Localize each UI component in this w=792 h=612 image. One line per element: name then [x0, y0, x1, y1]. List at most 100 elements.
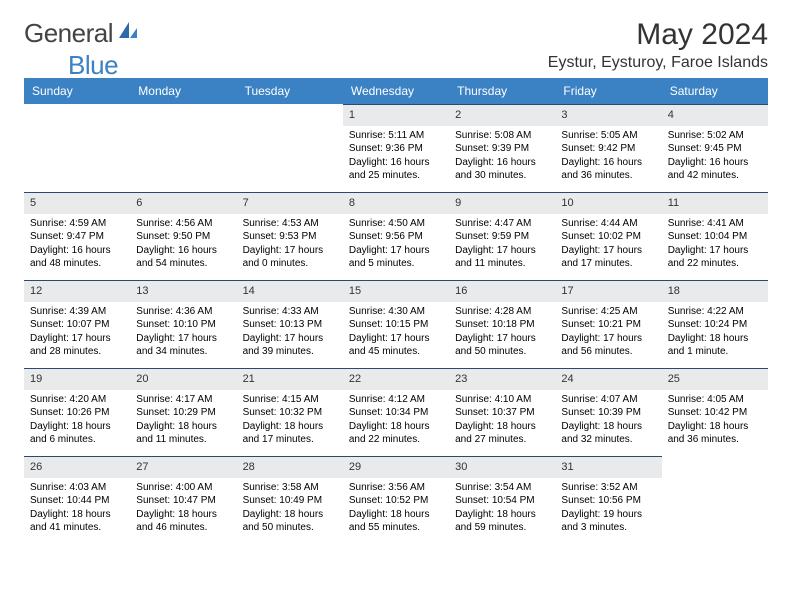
sunrise-line: Sunrise: 3:52 AM: [561, 481, 655, 495]
calendar-week-row: 12Sunrise: 4:39 AMSunset: 10:07 PMDaylig…: [24, 280, 768, 368]
day-body: Sunrise: 4:10 AMSunset: 10:37 PMDaylight…: [449, 390, 555, 451]
logo-text-blue: Blue: [68, 50, 118, 81]
day-body: Sunrise: 4:22 AMSunset: 10:24 PMDaylight…: [662, 302, 768, 363]
day-body: Sunrise: 3:54 AMSunset: 10:54 PMDaylight…: [449, 478, 555, 539]
day-number: 25: [662, 368, 768, 390]
month-title: May 2024: [548, 18, 768, 52]
weekday-header: Friday: [555, 78, 661, 104]
sunset-line: Sunset: 10:02 PM: [561, 230, 655, 244]
day-number: 16: [449, 280, 555, 302]
weekday-header: Wednesday: [343, 78, 449, 104]
daylight-line: Daylight: 17 hours and 11 minutes.: [455, 244, 549, 271]
calendar-empty-cell: [130, 104, 236, 192]
sunset-line: Sunset: 9:39 PM: [455, 142, 549, 156]
day-number: 9: [449, 192, 555, 214]
sunset-line: Sunset: 10:13 PM: [243, 318, 337, 332]
day-body: Sunrise: 5:11 AMSunset: 9:36 PMDaylight:…: [343, 126, 449, 187]
calendar-day-cell: 4Sunrise: 5:02 AMSunset: 9:45 PMDaylight…: [662, 104, 768, 192]
day-number: 30: [449, 456, 555, 478]
sunset-line: Sunset: 10:10 PM: [136, 318, 230, 332]
sunset-line: Sunset: 10:56 PM: [561, 494, 655, 508]
sunset-line: Sunset: 10:04 PM: [668, 230, 762, 244]
sunrise-line: Sunrise: 4:17 AM: [136, 393, 230, 407]
sunset-line: Sunset: 10:49 PM: [243, 494, 337, 508]
sunset-line: Sunset: 10:32 PM: [243, 406, 337, 420]
day-body: Sunrise: 4:36 AMSunset: 10:10 PMDaylight…: [130, 302, 236, 363]
day-number: 2: [449, 104, 555, 126]
day-body: Sunrise: 4:56 AMSunset: 9:50 PMDaylight:…: [130, 214, 236, 275]
sunrise-line: Sunrise: 4:20 AM: [30, 393, 124, 407]
calendar-head: SundayMondayTuesdayWednesdayThursdayFrid…: [24, 78, 768, 104]
calendar-day-cell: 16Sunrise: 4:28 AMSunset: 10:18 PMDaylig…: [449, 280, 555, 368]
day-body: Sunrise: 4:44 AMSunset: 10:02 PMDaylight…: [555, 214, 661, 275]
day-body: Sunrise: 4:15 AMSunset: 10:32 PMDaylight…: [237, 390, 343, 451]
calendar-day-cell: 5Sunrise: 4:59 AMSunset: 9:47 PMDaylight…: [24, 192, 130, 280]
sunrise-line: Sunrise: 4:36 AM: [136, 305, 230, 319]
calendar-day-cell: 17Sunrise: 4:25 AMSunset: 10:21 PMDaylig…: [555, 280, 661, 368]
day-number: 22: [343, 368, 449, 390]
calendar-day-cell: 29Sunrise: 3:56 AMSunset: 10:52 PMDaylig…: [343, 456, 449, 544]
day-number: 8: [343, 192, 449, 214]
day-number: 6: [130, 192, 236, 214]
calendar-day-cell: 19Sunrise: 4:20 AMSunset: 10:26 PMDaylig…: [24, 368, 130, 456]
day-body: Sunrise: 4:33 AMSunset: 10:13 PMDaylight…: [237, 302, 343, 363]
calendar-day-cell: 31Sunrise: 3:52 AMSunset: 10:56 PMDaylig…: [555, 456, 661, 544]
calendar-week-row: 1Sunrise: 5:11 AMSunset: 9:36 PMDaylight…: [24, 104, 768, 192]
day-number: 7: [237, 192, 343, 214]
weekday-header: Monday: [130, 78, 236, 104]
sunrise-line: Sunrise: 4:22 AM: [668, 305, 762, 319]
day-body: Sunrise: 4:12 AMSunset: 10:34 PMDaylight…: [343, 390, 449, 451]
day-body: Sunrise: 4:41 AMSunset: 10:04 PMDaylight…: [662, 214, 768, 275]
sunrise-line: Sunrise: 4:50 AM: [349, 217, 443, 231]
sunrise-line: Sunrise: 4:39 AM: [30, 305, 124, 319]
day-body: Sunrise: 5:05 AMSunset: 9:42 PMDaylight:…: [555, 126, 661, 187]
daylight-line: Daylight: 18 hours and 32 minutes.: [561, 420, 655, 447]
day-body: Sunrise: 4:59 AMSunset: 9:47 PMDaylight:…: [24, 214, 130, 275]
day-body: Sunrise: 3:56 AMSunset: 10:52 PMDaylight…: [343, 478, 449, 539]
daylight-line: Daylight: 18 hours and 22 minutes.: [349, 420, 443, 447]
logo-text-general: General: [24, 18, 113, 49]
sunrise-line: Sunrise: 4:28 AM: [455, 305, 549, 319]
calendar-day-cell: 22Sunrise: 4:12 AMSunset: 10:34 PMDaylig…: [343, 368, 449, 456]
calendar-day-cell: 26Sunrise: 4:03 AMSunset: 10:44 PMDaylig…: [24, 456, 130, 544]
day-number: 14: [237, 280, 343, 302]
calendar-day-cell: 2Sunrise: 5:08 AMSunset: 9:39 PMDaylight…: [449, 104, 555, 192]
calendar-week-row: 19Sunrise: 4:20 AMSunset: 10:26 PMDaylig…: [24, 368, 768, 456]
calendar-empty-cell: [24, 104, 130, 192]
day-number: 21: [237, 368, 343, 390]
sunrise-line: Sunrise: 4:03 AM: [30, 481, 124, 495]
calendar-day-cell: 11Sunrise: 4:41 AMSunset: 10:04 PMDaylig…: [662, 192, 768, 280]
calendar-day-cell: 14Sunrise: 4:33 AMSunset: 10:13 PMDaylig…: [237, 280, 343, 368]
sunrise-line: Sunrise: 4:12 AM: [349, 393, 443, 407]
sunset-line: Sunset: 9:45 PM: [668, 142, 762, 156]
daylight-line: Daylight: 18 hours and 6 minutes.: [30, 420, 124, 447]
sunset-line: Sunset: 9:56 PM: [349, 230, 443, 244]
day-number: 20: [130, 368, 236, 390]
sunset-line: Sunset: 10:47 PM: [136, 494, 230, 508]
sunrise-line: Sunrise: 5:08 AM: [455, 129, 549, 143]
sunrise-line: Sunrise: 4:25 AM: [561, 305, 655, 319]
daylight-line: Daylight: 18 hours and 11 minutes.: [136, 420, 230, 447]
daylight-line: Daylight: 17 hours and 28 minutes.: [30, 332, 124, 359]
day-number: 11: [662, 192, 768, 214]
sunset-line: Sunset: 9:36 PM: [349, 142, 443, 156]
calendar-day-cell: 7Sunrise: 4:53 AMSunset: 9:53 PMDaylight…: [237, 192, 343, 280]
day-number: 26: [24, 456, 130, 478]
daylight-line: Daylight: 18 hours and 50 minutes.: [243, 508, 337, 535]
day-number: 29: [343, 456, 449, 478]
sunrise-line: Sunrise: 4:00 AM: [136, 481, 230, 495]
title-block: May 2024 Eystur, Eysturoy, Faroe Islands: [548, 18, 768, 72]
calendar-day-cell: 10Sunrise: 4:44 AMSunset: 10:02 PMDaylig…: [555, 192, 661, 280]
daylight-line: Daylight: 17 hours and 34 minutes.: [136, 332, 230, 359]
day-number: 24: [555, 368, 661, 390]
sunset-line: Sunset: 10:34 PM: [349, 406, 443, 420]
calendar-empty-cell: [237, 104, 343, 192]
calendar-day-cell: 3Sunrise: 5:05 AMSunset: 9:42 PMDaylight…: [555, 104, 661, 192]
sunset-line: Sunset: 10:07 PM: [30, 318, 124, 332]
calendar-body: 1Sunrise: 5:11 AMSunset: 9:36 PMDaylight…: [24, 104, 768, 544]
weekday-header: Sunday: [24, 78, 130, 104]
daylight-line: Daylight: 16 hours and 25 minutes.: [349, 156, 443, 183]
calendar-week-row: 26Sunrise: 4:03 AMSunset: 10:44 PMDaylig…: [24, 456, 768, 544]
location-text: Eystur, Eysturoy, Faroe Islands: [548, 54, 768, 72]
day-body: Sunrise: 4:30 AMSunset: 10:15 PMDaylight…: [343, 302, 449, 363]
